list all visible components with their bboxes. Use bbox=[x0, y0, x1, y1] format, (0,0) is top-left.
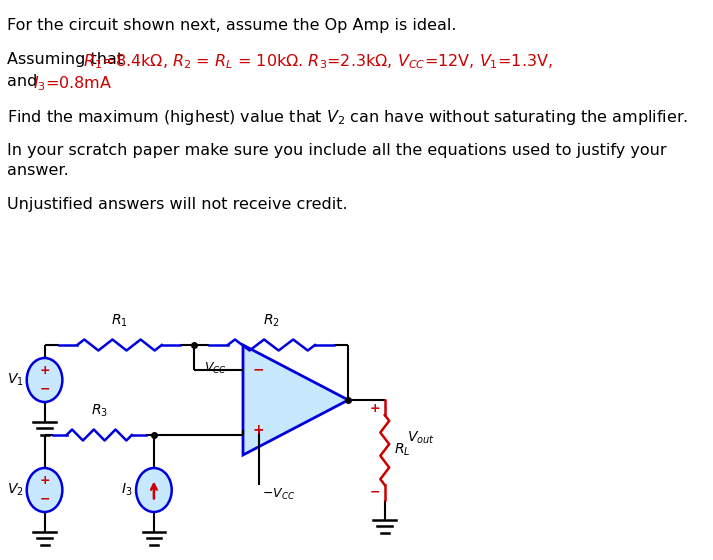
Text: $V_{out}$: $V_{out}$ bbox=[407, 430, 435, 446]
Text: and: and bbox=[7, 74, 43, 89]
Text: $R_1$=8.4k$\Omega$, $R_2$ = $R_L$ = 10k$\Omega$. $R_3$=2.3k$\Omega$, $V_{CC}$=12: $R_1$=8.4k$\Omega$, $R_2$ = $R_L$ = 10k$… bbox=[83, 52, 552, 71]
Text: +: + bbox=[369, 402, 380, 414]
Text: In your scratch paper make sure you include all the equations used to justify yo: In your scratch paper make sure you incl… bbox=[7, 143, 667, 158]
Text: Find the maximum (highest) value that $V_2$ can have without saturating the ampl: Find the maximum (highest) value that $V… bbox=[7, 108, 688, 127]
Text: $-V_{CC}$: $-V_{CC}$ bbox=[262, 487, 295, 502]
Text: $V_1$: $V_1$ bbox=[6, 372, 24, 388]
Text: answer.: answer. bbox=[7, 163, 69, 178]
Text: $R_1$: $R_1$ bbox=[111, 312, 128, 329]
Text: $I_3$=0.8mA: $I_3$=0.8mA bbox=[34, 74, 113, 93]
Text: $I_3$: $I_3$ bbox=[121, 482, 133, 498]
Text: +: + bbox=[253, 423, 265, 437]
Polygon shape bbox=[243, 345, 349, 455]
Text: Unjustified answers will not receive credit.: Unjustified answers will not receive cre… bbox=[7, 197, 348, 212]
Text: $V_2$: $V_2$ bbox=[7, 482, 24, 498]
Text: $R_L$: $R_L$ bbox=[394, 442, 411, 458]
Text: −: − bbox=[39, 382, 50, 396]
Text: −: − bbox=[253, 363, 265, 377]
Text: $R_2$: $R_2$ bbox=[263, 312, 279, 329]
Text: For the circuit shown next, assume the Op Amp is ideal.: For the circuit shown next, assume the O… bbox=[7, 18, 457, 33]
Circle shape bbox=[26, 468, 62, 512]
Circle shape bbox=[26, 358, 62, 402]
Text: +: + bbox=[39, 364, 50, 377]
Text: $R_3$: $R_3$ bbox=[91, 403, 108, 419]
Text: Assuming that: Assuming that bbox=[7, 52, 128, 67]
Text: +: + bbox=[39, 474, 50, 487]
Circle shape bbox=[136, 468, 172, 512]
Text: −: − bbox=[39, 493, 50, 506]
Text: −: − bbox=[369, 486, 380, 498]
Text: $V_{CC}$: $V_{CC}$ bbox=[204, 361, 227, 376]
